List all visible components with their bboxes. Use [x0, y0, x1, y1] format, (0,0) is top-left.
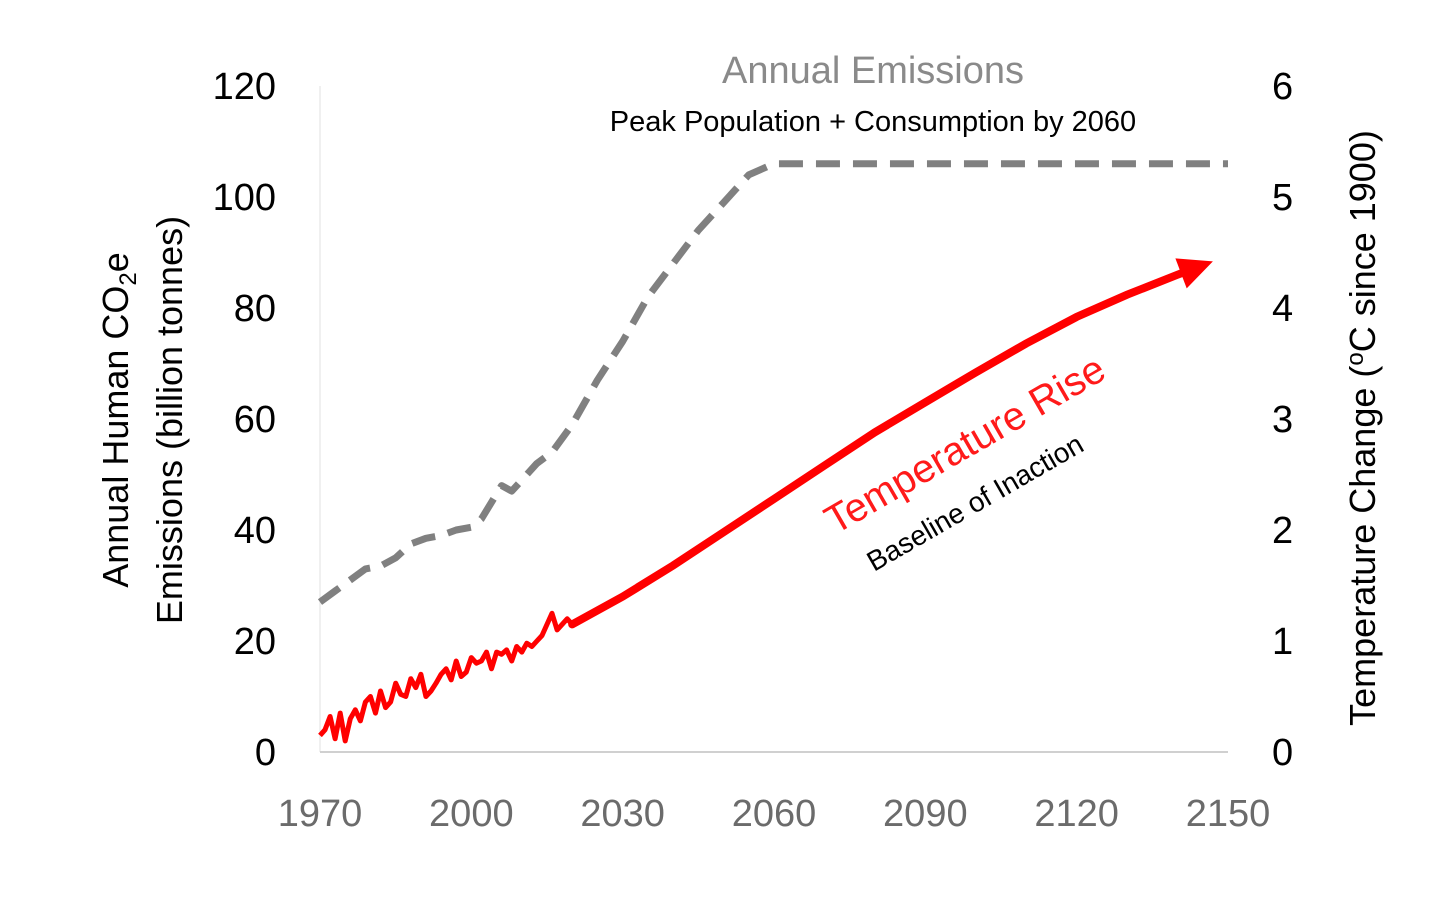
y-tick-label: 120: [213, 66, 276, 108]
y2-tick-label: 6: [1272, 66, 1293, 108]
y2-tick-label: 0: [1272, 732, 1293, 774]
y2-axis-title-part-2: C since 1900): [1342, 130, 1383, 352]
y2-tick-label: 2: [1272, 510, 1293, 552]
series-temperature-projection: [568, 269, 1186, 629]
y2-axis-title-superscript: o: [1342, 352, 1369, 365]
y-axis-title-part-co: Annual Human CO: [95, 286, 136, 588]
y-axis-title-subscript: 2: [115, 272, 142, 285]
y-axis-title-part-e: e: [95, 252, 136, 272]
series-temperature-history: [318, 610, 575, 744]
y2-axis-title-part-1: Temperature Change (: [1342, 366, 1383, 726]
y-tick-label: 60: [234, 399, 276, 441]
y2-tick-label: 4: [1272, 288, 1293, 330]
x-tick-label: 2150: [1186, 793, 1271, 835]
y-tick-label: 100: [213, 177, 276, 219]
x-tick-label: 2000: [429, 793, 514, 835]
chart-title: Annual Emissions: [722, 50, 1024, 92]
y-axis-title-line1: Annual Human CO2e: [95, 252, 142, 588]
x-tick-label: 2030: [580, 793, 665, 835]
x-tick-label: 1970: [278, 793, 363, 835]
x-tick-label: 2090: [883, 793, 968, 835]
y2-axis-title: Temperature Change (oC since 1900): [1342, 130, 1383, 726]
temperature-arrowhead: [1175, 258, 1213, 289]
y2-axis-ticks: 0 1 2 3 4 5 6: [1272, 66, 1293, 774]
y-tick-label: 40: [234, 510, 276, 552]
y-axis-title-line2: Emissions (billion tonnes): [149, 216, 190, 624]
y2-tick-label: 5: [1272, 177, 1293, 219]
x-tick-label: 2120: [1034, 793, 1119, 835]
y2-tick-label: 3: [1272, 399, 1293, 441]
y-tick-label: 0: [255, 732, 276, 774]
y-axis-ticks: 0 20 40 60 80 100 120: [213, 66, 276, 774]
y-tick-label: 80: [234, 288, 276, 330]
x-tick-label: 2060: [732, 793, 817, 835]
chart-subtitle: Peak Population + Consumption by 2060: [610, 106, 1136, 138]
x-axis-ticks: 1970 2000 2030 2060 2090 2120 2150: [278, 793, 1271, 835]
y-tick-label: 20: [234, 621, 276, 663]
y2-tick-label: 1: [1272, 621, 1293, 663]
